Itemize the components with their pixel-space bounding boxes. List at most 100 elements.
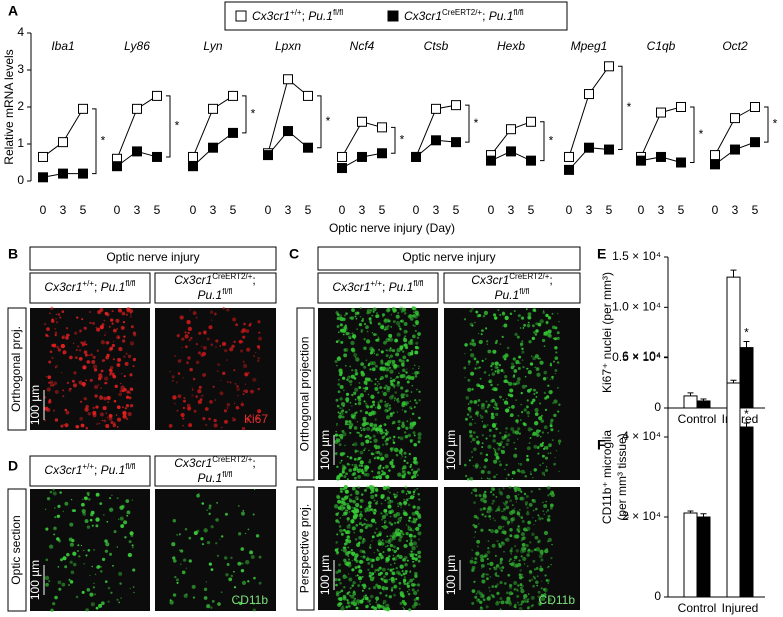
signal-dot [491, 413, 494, 416]
signal-dot [415, 308, 416, 309]
signal-dot [67, 382, 69, 384]
signal-dot [359, 529, 363, 533]
signal-dot [397, 492, 399, 494]
signal-dot [385, 362, 388, 365]
signal-dot [244, 372, 248, 376]
signal-dot [418, 560, 421, 563]
signal-dot [106, 354, 109, 357]
signal-dot [350, 587, 352, 589]
signal-dot [403, 452, 406, 455]
signal-dot [245, 533, 246, 534]
signal-dot [368, 363, 370, 365]
signal-dot [242, 427, 245, 430]
signal-dot [176, 534, 178, 536]
signal-dot [506, 597, 510, 601]
signal-dot [82, 499, 83, 500]
signal-dot [100, 325, 104, 329]
signal-dot [391, 461, 393, 463]
signal-dot [178, 394, 182, 398]
signal-dot [384, 318, 386, 320]
signal-dot [387, 490, 389, 492]
signal-dot [389, 404, 391, 406]
signal-dot [374, 532, 376, 534]
signal-dot [385, 374, 388, 377]
signal-dot [342, 497, 345, 500]
signal-dot [487, 424, 488, 425]
marker [507, 125, 516, 134]
x-tick-label: 3 [658, 203, 665, 217]
signal-dot [126, 314, 128, 316]
signal-dot [400, 448, 402, 450]
signal-dot [547, 494, 549, 496]
signal-dot [555, 351, 557, 353]
signal-dot [241, 569, 244, 572]
signal-dot [189, 339, 191, 341]
signal-dot [221, 427, 222, 428]
signal-dot [509, 558, 511, 560]
signal-dot [345, 539, 348, 542]
signal-dot [375, 445, 377, 447]
signal-dot [382, 313, 385, 316]
signal-dot [242, 329, 246, 333]
y-tick-label: 6 × 10⁴ [622, 349, 661, 363]
signal-dot [518, 604, 520, 606]
marker [657, 108, 666, 117]
signal-dot [398, 428, 400, 430]
signal-dot [477, 314, 480, 317]
significance-bracket [317, 96, 321, 148]
signal-dot [54, 596, 58, 600]
signal-dot [68, 579, 70, 581]
signal-dot [359, 581, 361, 583]
signal-dot [385, 432, 388, 435]
signal-dot [548, 329, 552, 333]
signal-dot [489, 429, 492, 432]
signal-dot [411, 350, 413, 352]
signal-dot [232, 317, 236, 321]
signal-dot [349, 366, 351, 368]
signal-dot [550, 452, 551, 453]
signal-dot [71, 570, 75, 574]
signal-dot [351, 510, 354, 513]
signal-dot [217, 555, 219, 557]
signal-dot [545, 501, 547, 503]
signal-dot [407, 471, 410, 474]
signal-dot [385, 557, 389, 561]
signal-dot [495, 428, 498, 431]
signal-dot [110, 421, 113, 424]
signal-dot [365, 411, 368, 414]
signal-dot [485, 327, 487, 329]
signal-dot [362, 555, 365, 558]
signal-dot [381, 350, 384, 353]
signal-dot [340, 323, 343, 326]
signal-dot [485, 437, 487, 439]
signal-dot [54, 328, 56, 330]
signal-dot [133, 358, 136, 361]
signal-dot [513, 454, 517, 458]
signal-dot [418, 399, 420, 401]
signal-dot [496, 592, 499, 595]
signal-dot [351, 348, 355, 352]
signal-dot [415, 527, 419, 531]
signal-dot [117, 405, 121, 409]
signal-dot [196, 361, 199, 364]
signal-dot [336, 438, 340, 442]
signal-dot [469, 430, 472, 433]
signal-dot [88, 549, 91, 552]
genotype-part: ; [252, 456, 255, 470]
signal-dot [521, 517, 523, 519]
signal-dot [366, 519, 368, 521]
x-tick-label: 5 [379, 203, 386, 217]
signal-dot [464, 318, 466, 320]
signal-dot [79, 357, 83, 361]
signal-dot [550, 363, 552, 365]
signal-dot [512, 471, 516, 475]
marker [79, 104, 88, 113]
signal-dot [543, 504, 547, 508]
signal-dot [374, 512, 376, 514]
signal-dot [55, 318, 56, 319]
signal-dot [210, 606, 212, 608]
signal-dot [547, 377, 548, 378]
signal-dot [173, 593, 176, 596]
row-label: Optic section [9, 515, 23, 584]
